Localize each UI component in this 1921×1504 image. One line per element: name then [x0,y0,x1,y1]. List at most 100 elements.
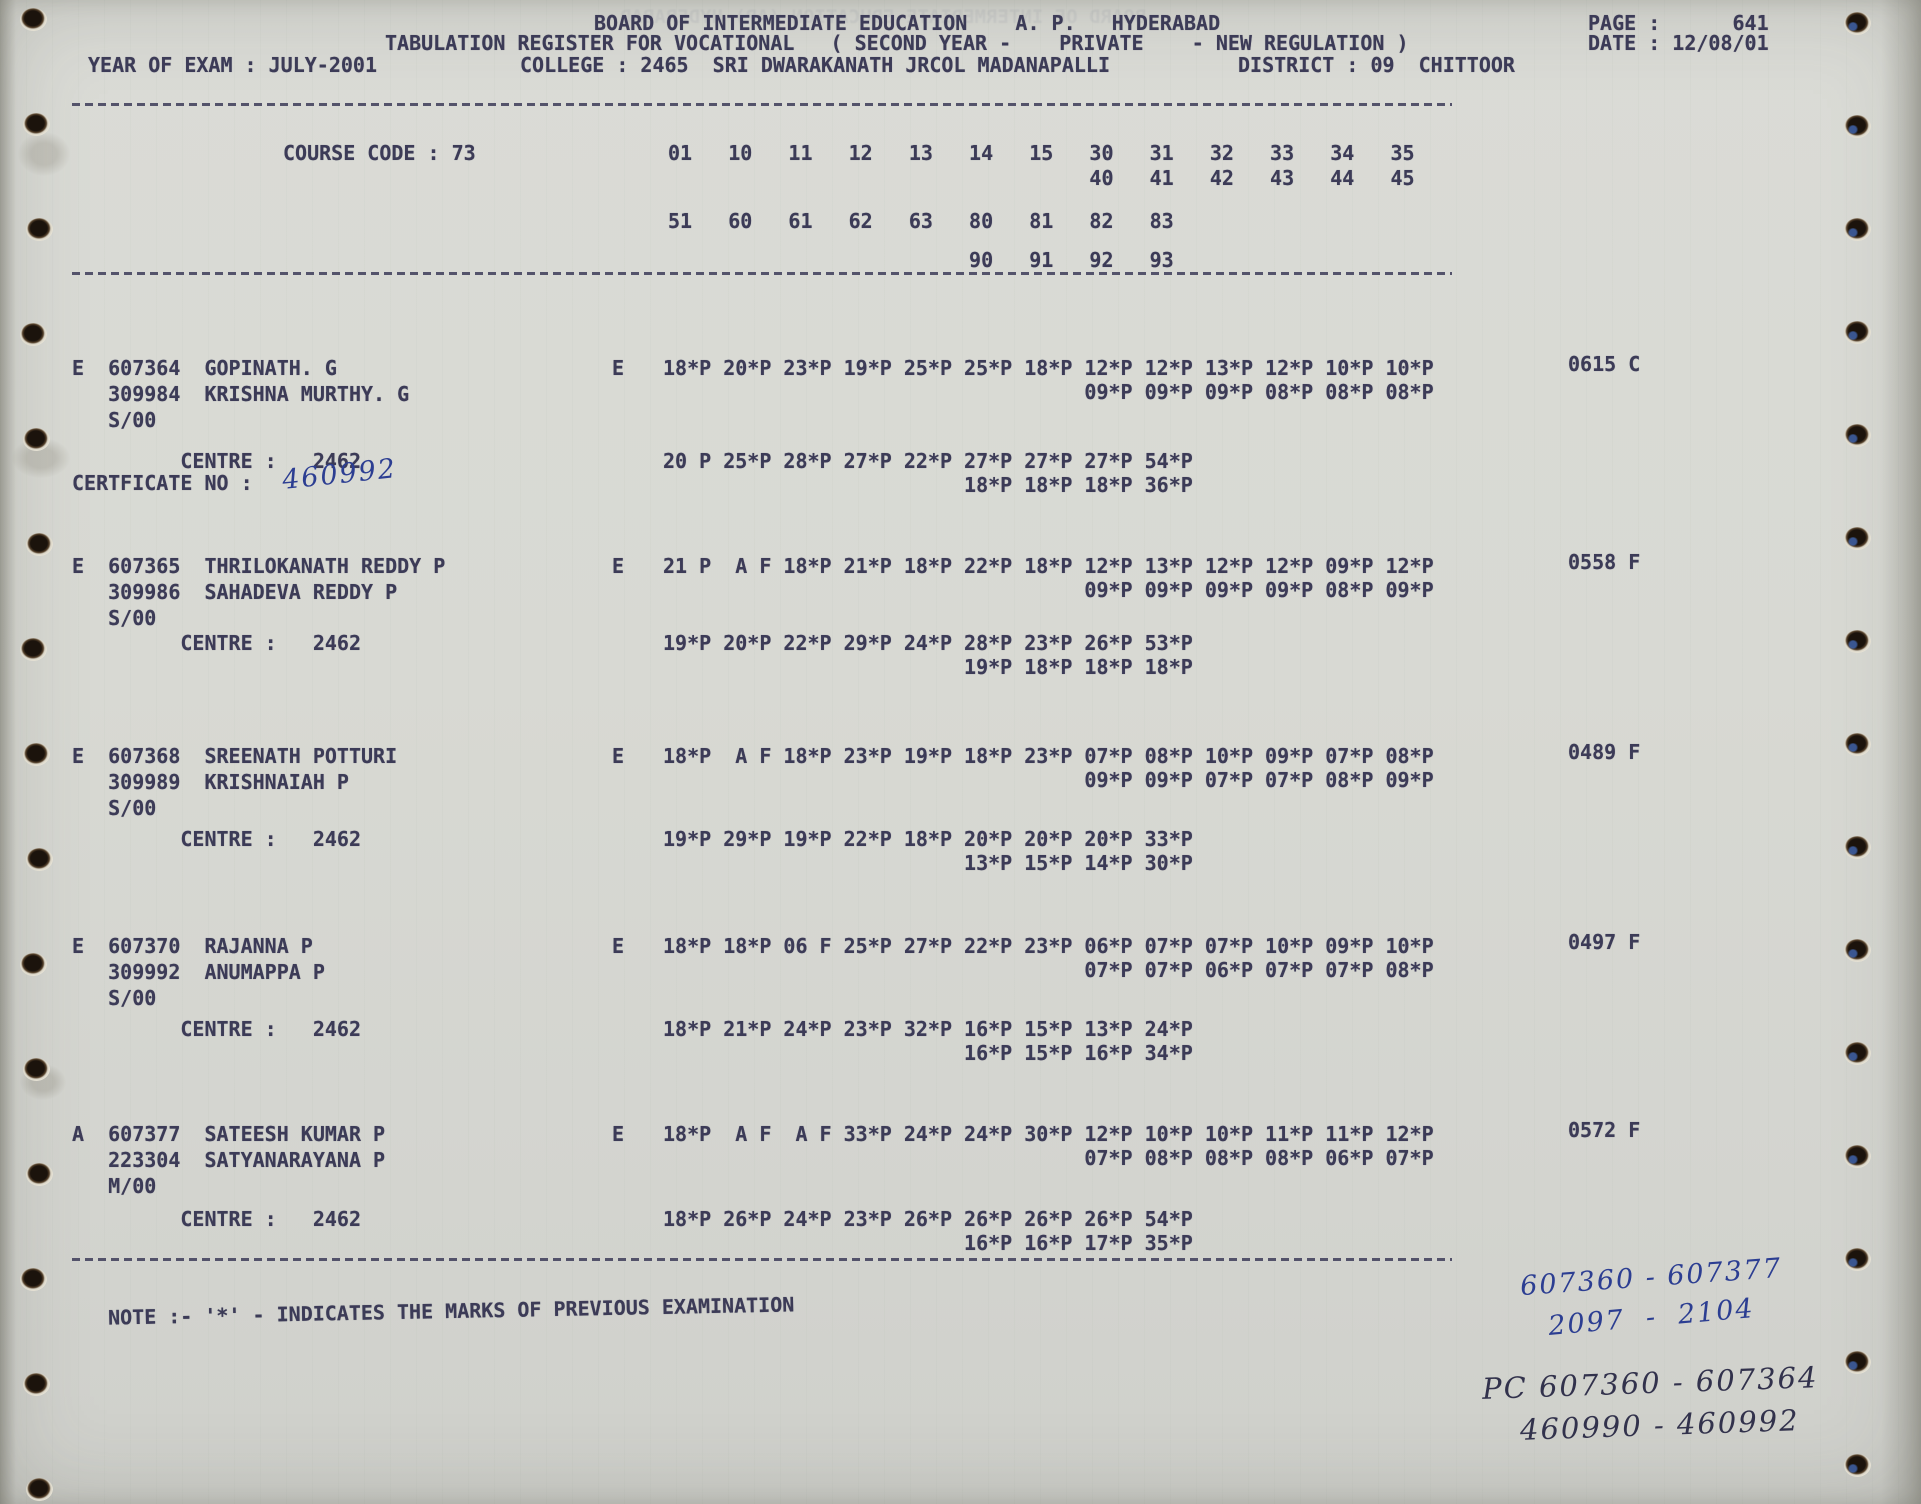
sprocket-hole [20,8,47,31]
student-id-name: E 607365 THRILOKANATH REDDY P [72,554,446,578]
handwritten-pc-cert-range: 460990 - 460992 [1519,1403,1801,1447]
marks-row: 09*P 09*P 07*P 07*P 08*P 09*P [663,768,1434,792]
total-result: 0572 F [1568,1118,1641,1142]
student-serial-father: 223304 SATYANARAYANA P [72,1148,386,1172]
total-result: 0489 F [1568,740,1641,764]
dashed-separator [72,103,1452,106]
sprocket-hole [23,428,50,451]
paper-tear [18,132,70,176]
centre-row: CENTRE : 2462 [72,1207,361,1231]
student-id-name: E 607370 RAJANNA P [72,934,313,958]
sprocket-hole [1844,1145,1871,1168]
total-result: 0558 F [1568,550,1641,574]
sprocket-hole [20,953,47,976]
sprocket-hole [1844,321,1871,344]
student-serial-father: 309986 SAHADEVA REDDY P [72,580,398,604]
dashed-separator [72,1258,1452,1261]
subject-columns-row2b: 90 91 92 93 [668,248,1174,272]
centre-marks-row: 18*P 18*P 18*P 36*P [663,473,1193,497]
centre-marks-row: 19*P 18*P 18*P 18*P [663,655,1193,679]
centre-row: CENTRE : 2462 [72,827,361,851]
subject-columns-row1b: 40 41 42 43 44 45 [668,166,1415,190]
page-number: PAGE : 641 [1588,11,1769,35]
student-record: E 607370 RAJANNA P 309992 ANUMAPPA P S/0… [0,930,1921,1093]
student-record: E 607368 SREENATH POTTURI 309989 KRISHNA… [0,740,1921,903]
marks-row: 07*P 07*P 06*P 07*P 07*P 08*P [663,958,1434,982]
student-record: A 607377 SATEESH KUMAR P 223304 SATYANAR… [0,1118,1921,1281]
sprocket-hole [1844,630,1871,653]
student-relation: S/00 [72,986,157,1010]
sprocket-hole [20,323,47,346]
sprocket-hole [20,1268,47,1291]
student-id-name: A 607377 SATEESH KUMAR P [72,1122,386,1146]
centre-marks-row: 20 P 25*P 28*P 27*P 22*P 27*P 27*P 27*P … [663,449,1193,473]
student-id-name: E 607364 GOPINATH. G [72,356,337,380]
centre-row: CENTRE : 2462 [72,1017,361,1041]
board-title: BOARD OF INTERMEDIATE EDUCATION A. P. HY… [594,11,1221,35]
student-relation: S/00 [72,606,157,630]
marks-row: 07*P 08*P 08*P 08*P 06*P 07*P [663,1146,1434,1170]
sprocket-hole [1844,115,1871,138]
centre-marks-row: 16*P 16*P 17*P 35*P [663,1231,1193,1255]
sprocket-hole [1844,733,1871,756]
sprocket-hole [26,848,53,871]
student-relation: S/00 [72,796,157,820]
medium-code: E [612,934,625,958]
district-line: DISTRICT : 09 CHITTOOR [1238,53,1515,77]
handwritten-serial-range: 2097 - 2104 [1547,1293,1756,1342]
marks-row: 18*P 20*P 23*P 19*P 25*P 25*P 18*P 12*P … [663,356,1434,380]
medium-code: E [612,1122,625,1146]
centre-marks-row: 19*P 29*P 19*P 22*P 18*P 20*P 20*P 20*P … [663,827,1193,851]
year-of-exam: YEAR OF EXAM : JULY-2001 [88,53,377,77]
sprocket-hole [1844,527,1871,550]
marks-row: 18*P A F A F 33*P 24*P 24*P 30*P 12*P 10… [663,1122,1434,1146]
marks-row: 18*P 18*P 06 F 25*P 27*P 22*P 23*P 06*P … [663,934,1434,958]
marks-row: 21 P A F 18*P 21*P 18*P 22*P 18*P 12*P 1… [663,554,1434,578]
centre-marks-row: 19*P 20*P 22*P 29*P 24*P 28*P 23*P 26*P … [663,631,1193,655]
subject-columns-row1: 01 10 11 12 13 14 15 30 31 32 33 34 35 [668,141,1415,165]
total-result: 0615 C [1568,352,1641,376]
centre-marks-row: 18*P 26*P 24*P 23*P 26*P 26*P 26*P 26*P … [663,1207,1193,1231]
sprocket-hole [1844,424,1871,447]
sprocket-hole [23,113,50,136]
medium-code: E [612,554,625,578]
centre-row: CENTRE : 2462 [72,449,361,473]
sprocket-hole [1844,1351,1871,1374]
sprocket-hole [26,1478,53,1501]
dashed-separator [72,272,1452,275]
student-serial-father: 309992 ANUMAPPA P [72,960,325,984]
student-serial-father: 309984 KRISHNA MURTHY. G [72,382,410,406]
sprocket-hole [26,1163,53,1186]
sprocket-hole [1844,836,1871,859]
handwritten-pc-regno-range: PC 607360 - 607364 [1481,1360,1820,1406]
certificate-no-label: CERTFICATE NO : [72,471,253,495]
print-date: DATE : 12/08/01 [1588,31,1769,55]
centre-marks-row: 13*P 15*P 14*P 30*P [663,851,1193,875]
register-subtitle: TABULATION REGISTER FOR VOCATIONAL ( SEC… [385,31,1409,55]
course-code: COURSE CODE : 73 [283,141,476,165]
sprocket-hole [20,638,47,661]
subject-columns-row2: 51 60 61 62 63 80 81 82 83 [668,209,1174,233]
total-result: 0497 F [1568,930,1641,954]
marks-row: 18*P A F 18*P 23*P 19*P 18*P 23*P 07*P 0… [663,744,1434,768]
sprocket-hole [1844,12,1871,35]
sprocket-hole [1844,1248,1871,1271]
college-line: COLLEGE : 2465 SRI DWARAKANATH JRCOL MAD… [520,53,1111,77]
student-id-name: E 607368 SREENATH POTTURI [72,744,398,768]
marks-row: 09*P 09*P 09*P 09*P 08*P 09*P [663,578,1434,602]
sprocket-hole [1844,1454,1871,1477]
student-record: E 607365 THRILOKANATH REDDY P 309986 SAH… [0,550,1921,713]
sprocket-hole [1844,1042,1871,1065]
student-relation: S/00 [72,408,157,432]
sprocket-hole [1844,218,1871,241]
centre-marks-row: 16*P 15*P 16*P 34*P [663,1041,1193,1065]
marks-row: 09*P 09*P 09*P 08*P 08*P 08*P [663,380,1434,404]
sprocket-hole [26,218,53,241]
student-relation: M/00 [72,1174,157,1198]
asterisk-note: NOTE :- '*' - INDICATES THE MARKS OF PRE… [107,1292,795,1330]
student-serial-father: 309989 KRISHNAIAH P [72,770,349,794]
centre-row: CENTRE : 2462 [72,631,361,655]
sprocket-hole [1844,939,1871,962]
sprocket-hole [23,1058,50,1081]
